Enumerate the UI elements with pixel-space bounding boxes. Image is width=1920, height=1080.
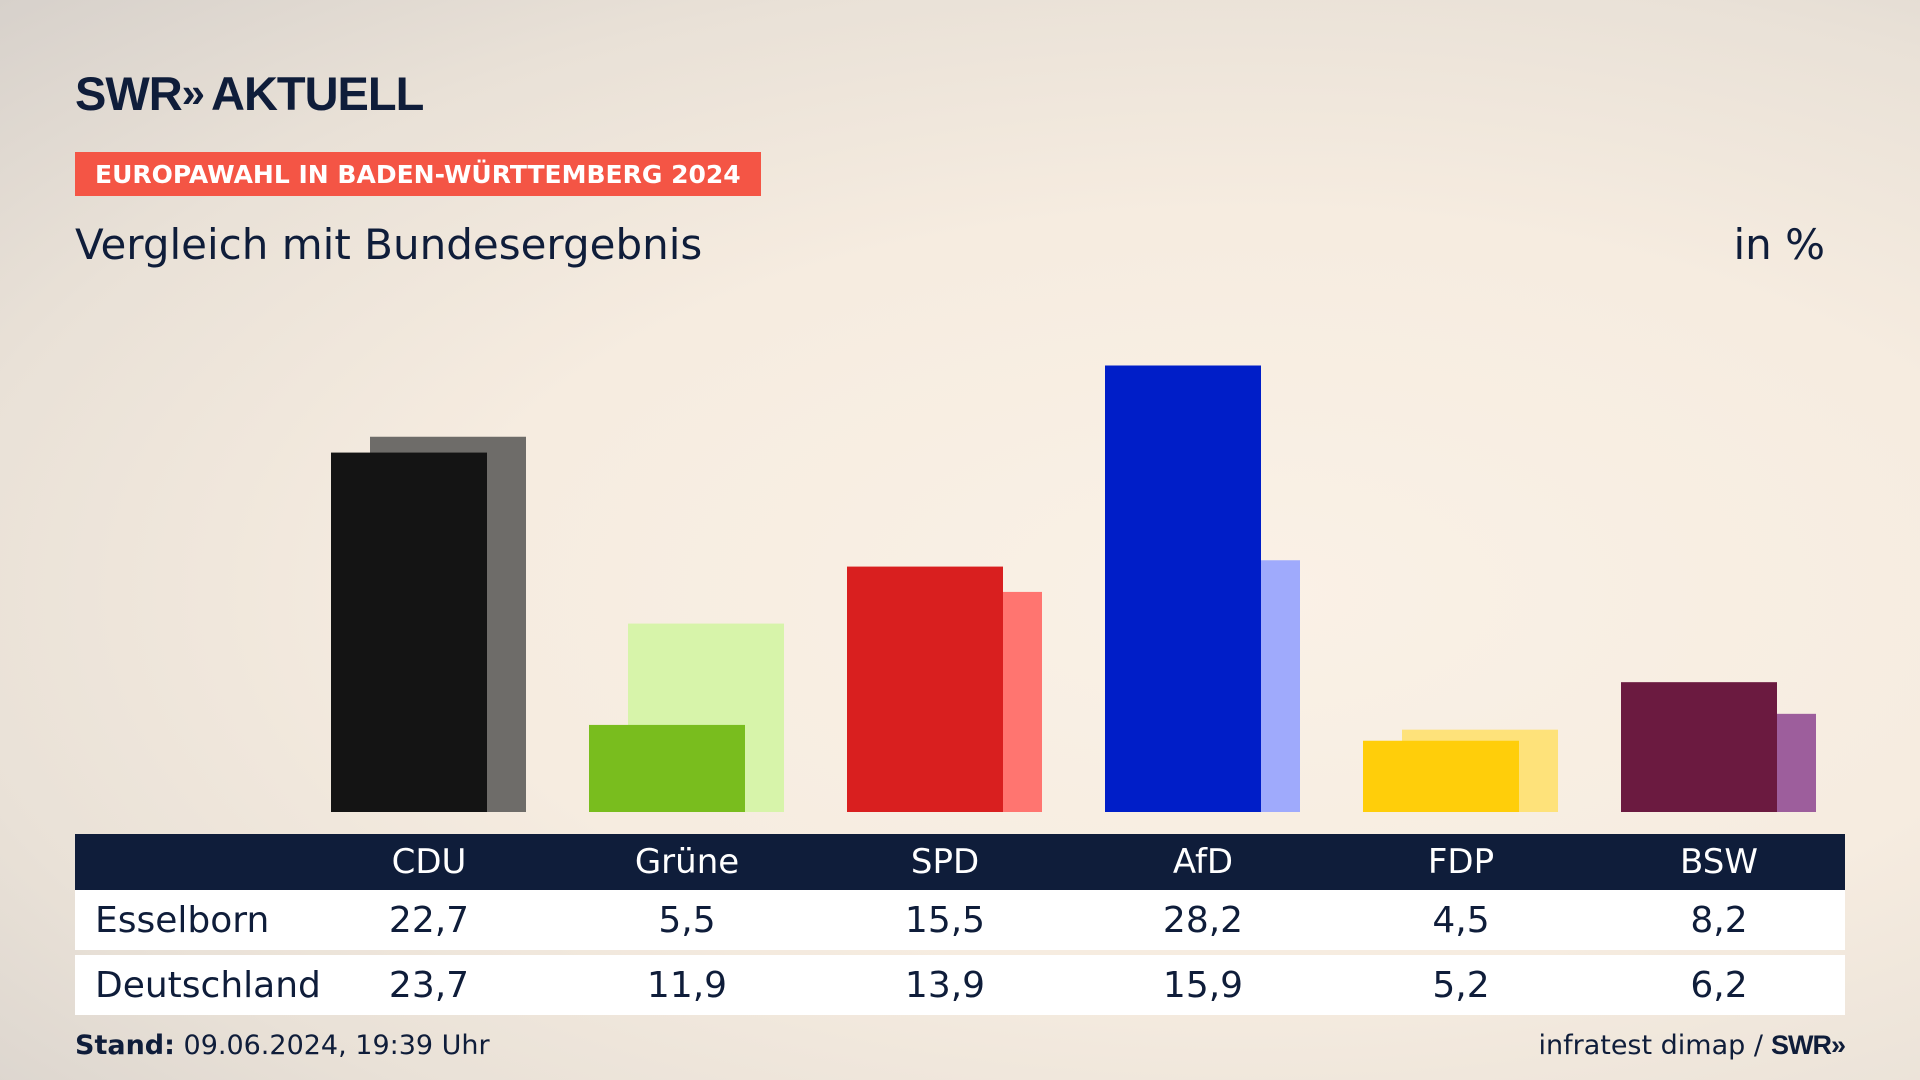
- value-cell-spd: 15,5: [904, 899, 986, 941]
- logo-aktuell-text: AKTUELL: [211, 66, 424, 120]
- table-row-local: Esselborn 22,7 5,5 15,5 28,2 4,5 8,2: [75, 890, 1845, 950]
- value-cell-bsw: 6,2: [1690, 964, 1748, 1006]
- column-header-fdp: FDP: [1427, 842, 1495, 882]
- column-header-grüne: Grüne: [634, 842, 740, 882]
- swr-small-logo: SWR»: [1770, 1030, 1846, 1060]
- stand-value: 09.06.2024, 19:39 Uhr: [183, 1030, 490, 1061]
- row-label: Esselborn: [95, 899, 270, 941]
- unit-label: in %: [1733, 220, 1825, 269]
- table-header-row: CDU Grüne SPD AfD FDP BSW: [75, 834, 1845, 890]
- column-header-bsw: BSW: [1680, 842, 1758, 882]
- bar-local-cdu: [331, 452, 487, 812]
- bar-local-bsw: [1621, 682, 1777, 812]
- source-text: infratest dimap /: [1538, 1030, 1763, 1061]
- value-cell-grüne: 11,9: [646, 964, 728, 1006]
- value-cell-fdp: 5,2: [1432, 964, 1490, 1006]
- value-cell-grüne: 5,5: [658, 899, 716, 941]
- source-credit: infratest dimap / SWR»: [1538, 1030, 1846, 1061]
- column-header-spd: SPD: [910, 842, 980, 882]
- value-cell-bsw: 8,2: [1690, 899, 1748, 941]
- value-cell-fdp: 4,5: [1432, 899, 1490, 941]
- table-row-national: Deutschland 23,7 11,9 13,9 15,9 5,2 6,2: [75, 955, 1845, 1015]
- value-cell-spd: 13,9: [904, 964, 986, 1006]
- value-cell-afd: 15,9: [1162, 964, 1244, 1006]
- column-header-afd: AfD: [1172, 842, 1234, 882]
- logo-swr-text: SWR: [75, 66, 183, 120]
- chart-subtitle: Vergleich mit Bundesergebnis: [75, 220, 703, 269]
- bar-local-afd: [1105, 365, 1261, 812]
- value-cell-cdu: 23,7: [388, 964, 470, 1006]
- timestamp: Stand: 09.06.2024, 19:39 Uhr: [75, 1030, 490, 1061]
- column-header-cdu: CDU: [391, 842, 467, 882]
- stand-label: Stand:: [75, 1030, 175, 1061]
- value-cell-cdu: 22,7: [388, 899, 470, 941]
- bar-local-fdp: [1363, 740, 1519, 812]
- election-banner: EUROPAWAHL IN BADEN-WÜRTTEMBERG 2024: [75, 152, 761, 196]
- bar-local-grüne: [589, 724, 745, 812]
- swr-aktuell-logo: SWR » AKTUELL: [75, 66, 424, 120]
- bar-local-spd: [847, 566, 1003, 812]
- results-table: CDU Grüne SPD AfD FDP BSW Esselborn 22,7 5,5 15,…: [75, 834, 1845, 1015]
- value-cell-afd: 28,2: [1162, 899, 1244, 941]
- row-label: Deutschland: [95, 964, 321, 1006]
